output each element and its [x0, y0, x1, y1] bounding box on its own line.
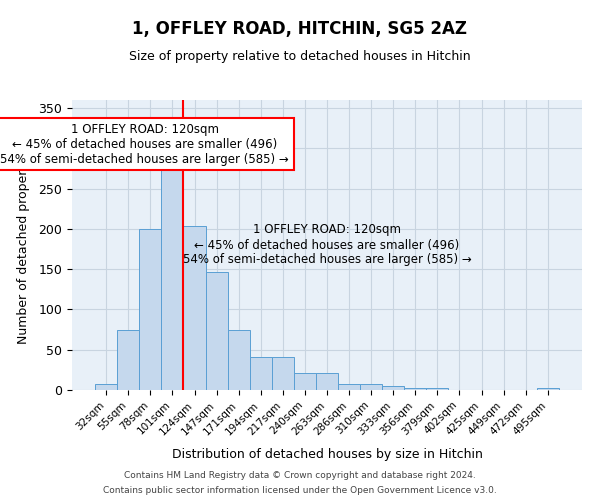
Bar	[537, 388, 559, 390]
X-axis label: Distribution of detached houses by size in Hitchin: Distribution of detached houses by size …	[172, 448, 482, 460]
Bar	[272, 357, 294, 390]
Text: Contains public sector information licensed under the Open Government Licence v3: Contains public sector information licen…	[103, 486, 497, 495]
Bar	[117, 330, 139, 390]
Text: 1 OFFLEY ROAD: 120sqm
← 45% of detached houses are smaller (496)
54% of semi-det: 1 OFFLEY ROAD: 120sqm ← 45% of detached …	[182, 224, 472, 266]
Y-axis label: Number of detached properties: Number of detached properties	[17, 146, 30, 344]
Bar	[427, 388, 448, 390]
Bar	[95, 384, 117, 390]
Bar	[360, 384, 382, 390]
Bar	[250, 357, 272, 390]
Text: 1, OFFLEY ROAD, HITCHIN, SG5 2AZ: 1, OFFLEY ROAD, HITCHIN, SG5 2AZ	[133, 20, 467, 38]
Bar	[161, 168, 184, 390]
Text: Contains HM Land Registry data © Crown copyright and database right 2024.: Contains HM Land Registry data © Crown c…	[124, 471, 476, 480]
Text: Size of property relative to detached houses in Hitchin: Size of property relative to detached ho…	[129, 50, 471, 63]
Text: 1 OFFLEY ROAD: 120sqm
← 45% of detached houses are smaller (496)
54% of semi-det: 1 OFFLEY ROAD: 120sqm ← 45% of detached …	[1, 122, 289, 166]
Bar	[316, 373, 338, 390]
Bar	[184, 226, 206, 390]
Bar	[404, 388, 427, 390]
Bar	[338, 384, 360, 390]
Bar	[382, 386, 404, 390]
Bar	[139, 229, 161, 390]
Bar	[294, 373, 316, 390]
Bar	[206, 272, 227, 390]
Bar	[227, 330, 250, 390]
